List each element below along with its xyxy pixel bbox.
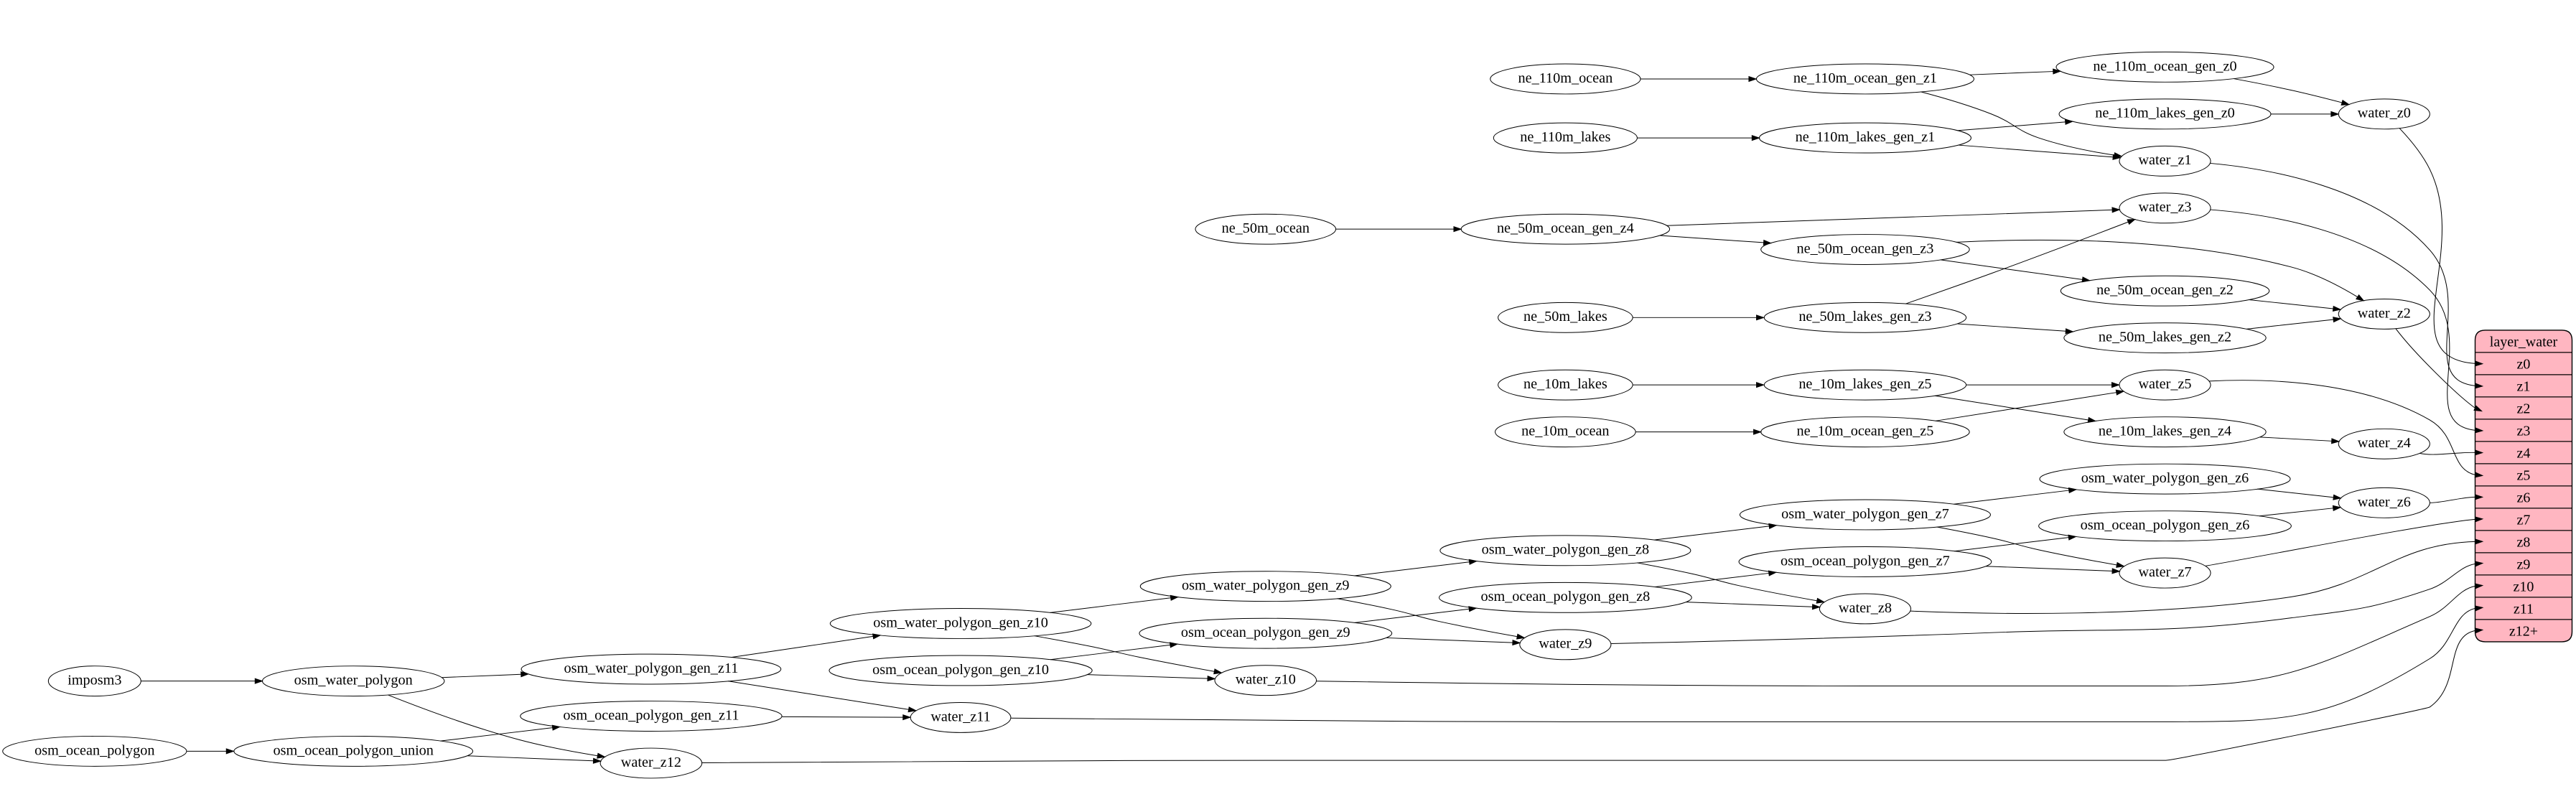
svg-text:ne_110m_ocean_gen_z1: ne_110m_ocean_gen_z1 bbox=[1793, 70, 1937, 86]
svg-text:osm_water_polygon_gen_z8: osm_water_polygon_gen_z8 bbox=[1482, 542, 1650, 558]
svg-text:osm_water_polygon_gen_z9: osm_water_polygon_gen_z9 bbox=[1182, 578, 1350, 594]
svg-text:z3: z3 bbox=[2517, 423, 2531, 439]
svg-text:osm_water_polygon: osm_water_polygon bbox=[294, 673, 413, 688]
svg-text:osm_ocean_polygon_gen_z8: osm_ocean_polygon_gen_z8 bbox=[1480, 589, 1650, 605]
svg-text:water_z10: water_z10 bbox=[1236, 672, 1296, 688]
svg-text:osm_water_polygon_gen_z11: osm_water_polygon_gen_z11 bbox=[564, 660, 738, 676]
svg-text:z2: z2 bbox=[2517, 401, 2531, 416]
svg-text:water_z1: water_z1 bbox=[2138, 153, 2191, 169]
svg-text:water_z12: water_z12 bbox=[621, 755, 681, 770]
svg-text:water_z6: water_z6 bbox=[2358, 495, 2411, 510]
svg-text:z10: z10 bbox=[2514, 579, 2534, 594]
svg-text:water_z2: water_z2 bbox=[2358, 306, 2411, 322]
svg-text:ne_10m_ocean_gen_z5: ne_10m_ocean_gen_z5 bbox=[1797, 424, 1934, 439]
svg-text:osm_water_polygon_gen_z6: osm_water_polygon_gen_z6 bbox=[2081, 470, 2249, 486]
svg-text:z11: z11 bbox=[2514, 601, 2534, 617]
svg-text:osm_ocean_polygon_gen_z6: osm_ocean_polygon_gen_z6 bbox=[2081, 518, 2250, 533]
svg-text:osm_water_polygon_gen_z10: osm_water_polygon_gen_z10 bbox=[873, 615, 1048, 631]
svg-text:ne_110m_ocean: ne_110m_ocean bbox=[1518, 70, 1613, 86]
svg-text:z1: z1 bbox=[2517, 378, 2531, 394]
svg-text:ne_50m_lakes: ne_50m_lakes bbox=[1523, 309, 1607, 325]
svg-text:ne_10m_lakes: ne_10m_lakes bbox=[1523, 376, 1607, 392]
svg-text:layer_water: layer_water bbox=[2490, 334, 2558, 350]
svg-text:ne_50m_ocean_gen_z4: ne_50m_ocean_gen_z4 bbox=[1497, 220, 1634, 236]
svg-text:ne_50m_ocean: ne_50m_ocean bbox=[1222, 220, 1310, 236]
svg-text:z12+: z12+ bbox=[2509, 623, 2538, 639]
svg-text:osm_ocean_polygon: osm_ocean_polygon bbox=[34, 743, 154, 759]
svg-text:osm_ocean_polygon_gen_z7: osm_ocean_polygon_gen_z7 bbox=[1781, 554, 1950, 569]
svg-text:z4: z4 bbox=[2517, 445, 2531, 461]
svg-text:ne_110m_lakes_gen_z0: ne_110m_lakes_gen_z0 bbox=[2095, 106, 2235, 121]
svg-text:water_z11: water_z11 bbox=[930, 709, 990, 725]
svg-text:ne_50m_ocean_gen_z2: ne_50m_ocean_gen_z2 bbox=[2096, 282, 2234, 298]
svg-text:osm_ocean_polygon_gen_z9: osm_ocean_polygon_gen_z9 bbox=[1181, 625, 1350, 640]
svg-text:osm_ocean_polygon_union: osm_ocean_polygon_union bbox=[273, 743, 433, 759]
svg-text:ne_10m_lakes_gen_z4: ne_10m_lakes_gen_z4 bbox=[2099, 424, 2231, 439]
svg-text:water_z3: water_z3 bbox=[2138, 200, 2191, 215]
svg-text:water_z4: water_z4 bbox=[2358, 435, 2411, 451]
svg-text:ne_50m_lakes_gen_z2: ne_50m_lakes_gen_z2 bbox=[2099, 330, 2231, 345]
svg-text:osm_ocean_polygon_gen_z11: osm_ocean_polygon_gen_z11 bbox=[563, 708, 739, 724]
svg-text:osm_water_polygon_gen_z7: osm_water_polygon_gen_z7 bbox=[1781, 506, 1949, 522]
svg-text:ne_110m_lakes: ne_110m_lakes bbox=[1520, 129, 1610, 145]
svg-text:z0: z0 bbox=[2517, 356, 2531, 372]
svg-text:z7: z7 bbox=[2517, 512, 2531, 528]
svg-text:water_z7: water_z7 bbox=[2138, 564, 2191, 580]
svg-text:ne_110m_ocean_gen_z0: ne_110m_ocean_gen_z0 bbox=[2093, 59, 2236, 75]
svg-text:ne_50m_lakes_gen_z3: ne_50m_lakes_gen_z3 bbox=[1798, 309, 1931, 325]
svg-text:water_z5: water_z5 bbox=[2138, 376, 2191, 392]
svg-text:osm_ocean_polygon_gen_z10: osm_ocean_polygon_gen_z10 bbox=[872, 662, 1049, 678]
svg-text:ne_10m_ocean: ne_10m_ocean bbox=[1521, 424, 1609, 439]
svg-text:ne_110m_lakes_gen_z1: ne_110m_lakes_gen_z1 bbox=[1796, 129, 1936, 145]
svg-text:z5: z5 bbox=[2517, 467, 2531, 483]
svg-text:water_z9: water_z9 bbox=[1539, 636, 1592, 652]
svg-text:z9: z9 bbox=[2517, 556, 2531, 572]
svg-text:ne_10m_lakes_gen_z5: ne_10m_lakes_gen_z5 bbox=[1798, 376, 1931, 392]
svg-text:water_z0: water_z0 bbox=[2358, 106, 2411, 121]
svg-text:z6: z6 bbox=[2517, 490, 2531, 505]
svg-text:ne_50m_ocean_gen_z3: ne_50m_ocean_gen_z3 bbox=[1797, 241, 1934, 257]
svg-text:imposm3: imposm3 bbox=[67, 673, 121, 688]
svg-text:z8: z8 bbox=[2517, 534, 2531, 550]
svg-text:water_z8: water_z8 bbox=[1839, 600, 1892, 616]
